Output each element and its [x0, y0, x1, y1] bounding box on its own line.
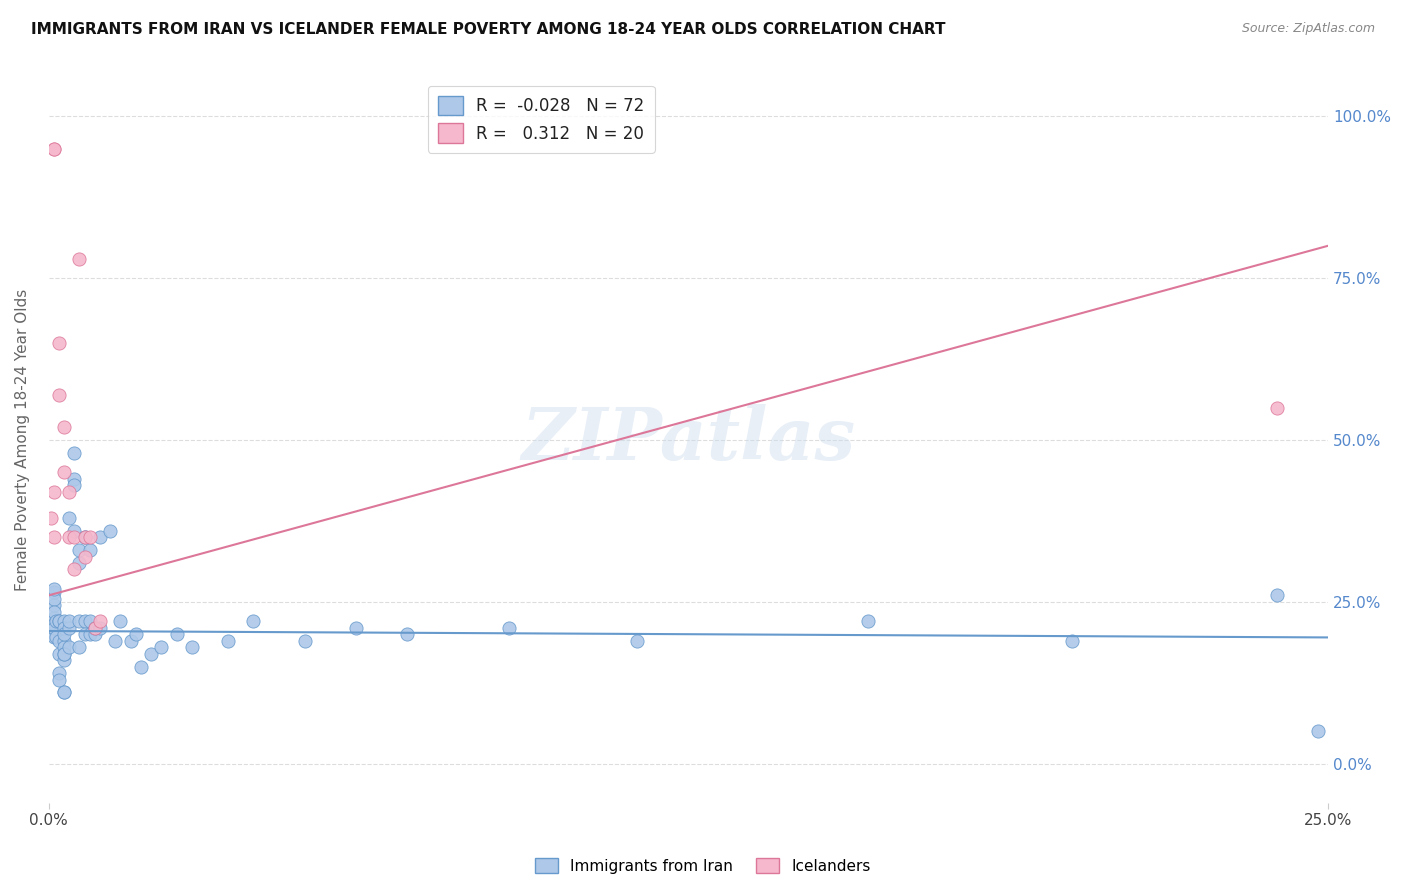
Point	[53, 685, 76, 699]
Point	[181, 640, 204, 655]
Point	[53, 647, 76, 661]
Point	[498, 621, 520, 635]
Point	[856, 614, 879, 628]
Point	[39, 614, 62, 628]
Point	[129, 659, 152, 673]
Point	[89, 530, 111, 544]
Point	[42, 585, 65, 599]
Point	[42, 591, 65, 606]
Point	[626, 633, 648, 648]
Point	[73, 530, 96, 544]
Point	[89, 621, 111, 635]
Point	[63, 446, 86, 460]
Text: IMMIGRANTS FROM IRAN VS ICELANDER FEMALE POVERTY AMONG 18-24 YEAR OLDS CORRELATI: IMMIGRANTS FROM IRAN VS ICELANDER FEMALE…	[31, 22, 945, 37]
Point	[48, 673, 70, 687]
Point	[395, 627, 418, 641]
Point	[98, 524, 121, 538]
Point	[69, 614, 91, 628]
Point	[73, 530, 96, 544]
Point	[53, 653, 76, 667]
Point	[63, 478, 86, 492]
Point	[42, 582, 65, 596]
Legend: R =  -0.028   N = 72, R =   0.312   N = 20: R = -0.028 N = 72, R = 0.312 N = 20	[427, 86, 655, 153]
Point	[53, 466, 76, 480]
Point	[53, 420, 76, 434]
Point	[53, 633, 76, 648]
Point	[53, 647, 76, 661]
Point	[69, 252, 91, 266]
Point	[48, 647, 70, 661]
Point	[42, 605, 65, 619]
Point	[294, 633, 316, 648]
Point	[58, 640, 80, 655]
Text: ZIPatlas: ZIPatlas	[522, 404, 855, 475]
Point	[53, 640, 76, 655]
Point	[89, 614, 111, 628]
Point	[150, 640, 173, 655]
Point	[48, 633, 70, 648]
Point	[58, 510, 80, 524]
Point	[69, 556, 91, 570]
Point	[48, 335, 70, 350]
Point	[39, 510, 62, 524]
Point	[69, 543, 91, 558]
Point	[242, 614, 264, 628]
Point	[63, 562, 86, 576]
Point	[48, 387, 70, 401]
Point	[42, 142, 65, 156]
Point	[79, 543, 101, 558]
Point	[53, 685, 76, 699]
Point	[73, 614, 96, 628]
Point	[63, 524, 86, 538]
Point	[120, 633, 142, 648]
Point	[73, 530, 96, 544]
Point	[83, 627, 105, 641]
Point	[1062, 633, 1084, 648]
Point	[42, 530, 65, 544]
Point	[63, 472, 86, 486]
Point	[1265, 401, 1288, 415]
Point	[58, 614, 80, 628]
Point	[45, 614, 67, 628]
Point	[110, 614, 132, 628]
Point	[42, 598, 65, 612]
Point	[42, 611, 65, 625]
Point	[58, 484, 80, 499]
Point	[48, 614, 70, 628]
Point	[58, 621, 80, 635]
Point	[42, 142, 65, 156]
Point	[73, 549, 96, 564]
Point	[79, 614, 101, 628]
Point	[83, 621, 105, 635]
Point	[53, 621, 76, 635]
Point	[166, 627, 188, 641]
Point	[83, 621, 105, 635]
Point	[217, 633, 239, 648]
Point	[344, 621, 367, 635]
Point	[73, 627, 96, 641]
Point	[1306, 724, 1329, 739]
Point	[125, 627, 148, 641]
Point	[45, 631, 67, 645]
Point	[42, 617, 65, 632]
Point	[79, 530, 101, 544]
Point	[53, 614, 76, 628]
Point	[139, 647, 162, 661]
Point	[79, 627, 101, 641]
Text: Source: ZipAtlas.com: Source: ZipAtlas.com	[1241, 22, 1375, 36]
Point	[42, 621, 65, 635]
Point	[48, 666, 70, 681]
Point	[42, 631, 65, 645]
Point	[69, 640, 91, 655]
Point	[58, 530, 80, 544]
Legend: Immigrants from Iran, Icelanders: Immigrants from Iran, Icelanders	[529, 852, 877, 880]
Point	[42, 484, 65, 499]
Point	[1265, 588, 1288, 602]
Point	[104, 633, 127, 648]
Y-axis label: Female Poverty Among 18-24 Year Olds: Female Poverty Among 18-24 Year Olds	[15, 289, 30, 591]
Point	[53, 627, 76, 641]
Point	[48, 614, 70, 628]
Point	[63, 530, 86, 544]
